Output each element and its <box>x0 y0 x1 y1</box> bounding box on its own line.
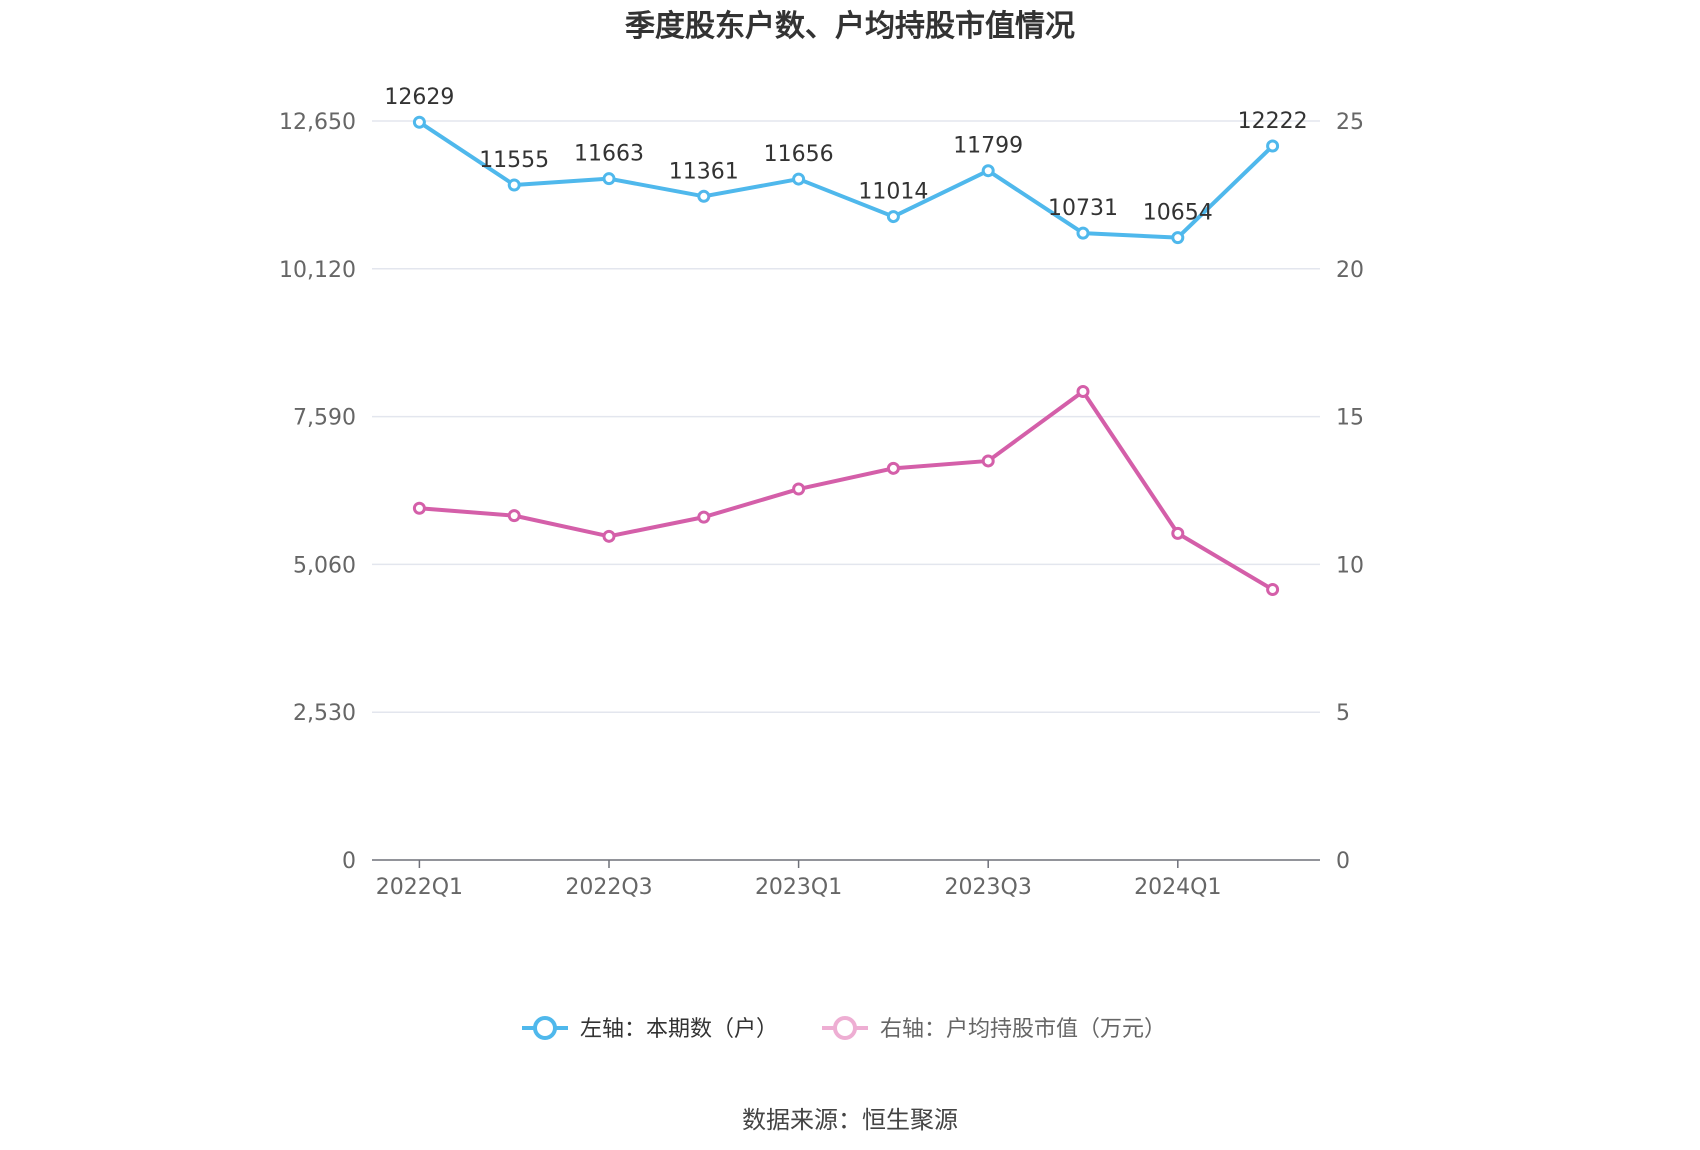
left-tick-label: 2,530 <box>293 701 356 726</box>
right-tick-label: 15 <box>1336 406 1364 431</box>
x-tick-label: 2024Q1 <box>1134 875 1221 900</box>
data-point-right <box>792 482 806 496</box>
data-point-right <box>1076 384 1090 398</box>
data-label: 10654 <box>1143 201 1213 226</box>
data-point-left <box>507 178 521 192</box>
legend-left-marker <box>533 1016 557 1040</box>
data-point-left <box>1266 139 1280 153</box>
data-label: 12222 <box>1238 109 1308 134</box>
left-tick-label: 7,590 <box>293 406 356 431</box>
data-label: 11555 <box>479 148 549 173</box>
left-tick-label: 10,120 <box>279 258 356 283</box>
series-line-right <box>419 389 1274 592</box>
right-tick-label: 25 <box>1336 110 1364 135</box>
data-point-right <box>1171 526 1185 540</box>
left-axis: 0 2,530 5,060 7,590 10,120 12,650 <box>279 110 356 874</box>
grid-lines <box>372 120 1320 713</box>
x-tick-label: 2022Q3 <box>565 875 652 900</box>
data-point-left <box>792 172 806 186</box>
data-point-left <box>412 115 426 129</box>
data-label: 11014 <box>858 180 928 205</box>
chart-title: 季度股东户数、户均持股市值情况 <box>625 9 1075 44</box>
data-label: 11663 <box>574 142 644 167</box>
legend-left-label: 左轴：本期数（户） <box>580 1017 778 1042</box>
legend-right-marker <box>833 1016 857 1040</box>
data-point-right <box>697 510 711 524</box>
x-tick-label: 2023Q3 <box>945 875 1032 900</box>
right-tick-label: 20 <box>1336 258 1364 283</box>
data-label: 11656 <box>764 142 834 167</box>
x-tick-label: 2022Q1 <box>376 875 463 900</box>
data-point-left <box>1171 231 1185 245</box>
legend-item-right-axis[interactable]: 右轴：户均持股市值（万元） <box>822 1016 1166 1042</box>
data-point-left <box>981 164 995 178</box>
data-label: 11361 <box>669 159 739 184</box>
left-tick-label: 0 <box>342 849 356 874</box>
right-tick-label: 0 <box>1336 849 1350 874</box>
data-point-right <box>886 461 900 475</box>
series-line-left <box>418 120 1274 240</box>
data-point-right <box>981 454 995 468</box>
x-tick-label: 2023Q1 <box>755 875 842 900</box>
data-point-left <box>602 172 616 186</box>
data-point-left <box>1076 226 1090 240</box>
data-point-right <box>507 509 521 523</box>
data-label: 10731 <box>1048 196 1118 221</box>
data-point-left <box>697 189 711 203</box>
data-point-right <box>412 501 426 515</box>
data-point-right <box>1266 583 1280 597</box>
left-tick-label: 5,060 <box>293 553 356 578</box>
right-tick-label: 5 <box>1336 701 1350 726</box>
series-layer: 12629 11555 11663 11361 11656 11014 11799 10731… <box>384 85 1308 597</box>
data-point-right <box>602 529 616 543</box>
data-label: 11799 <box>953 134 1023 159</box>
left-tick-label: 12,650 <box>279 110 356 135</box>
data-source: 数据来源：恒生聚源 <box>742 1106 958 1134</box>
x-axis: 2022Q1 2022Q3 2023Q1 2023Q3 2024Q1 <box>372 859 1320 900</box>
legend-item-left-axis[interactable]: 左轴：本期数（户） <box>522 1016 778 1042</box>
data-point-left <box>886 210 900 224</box>
right-axis: 0 5 10 15 20 25 <box>1336 110 1364 874</box>
legend[interactable]: 左轴：本期数（户） 右轴：户均持股市值（万元） <box>522 1016 1166 1042</box>
data-label: 12629 <box>384 85 454 110</box>
right-tick-label: 10 <box>1336 553 1364 578</box>
legend-right-label: 右轴：户均持股市值（万元） <box>880 1017 1166 1042</box>
